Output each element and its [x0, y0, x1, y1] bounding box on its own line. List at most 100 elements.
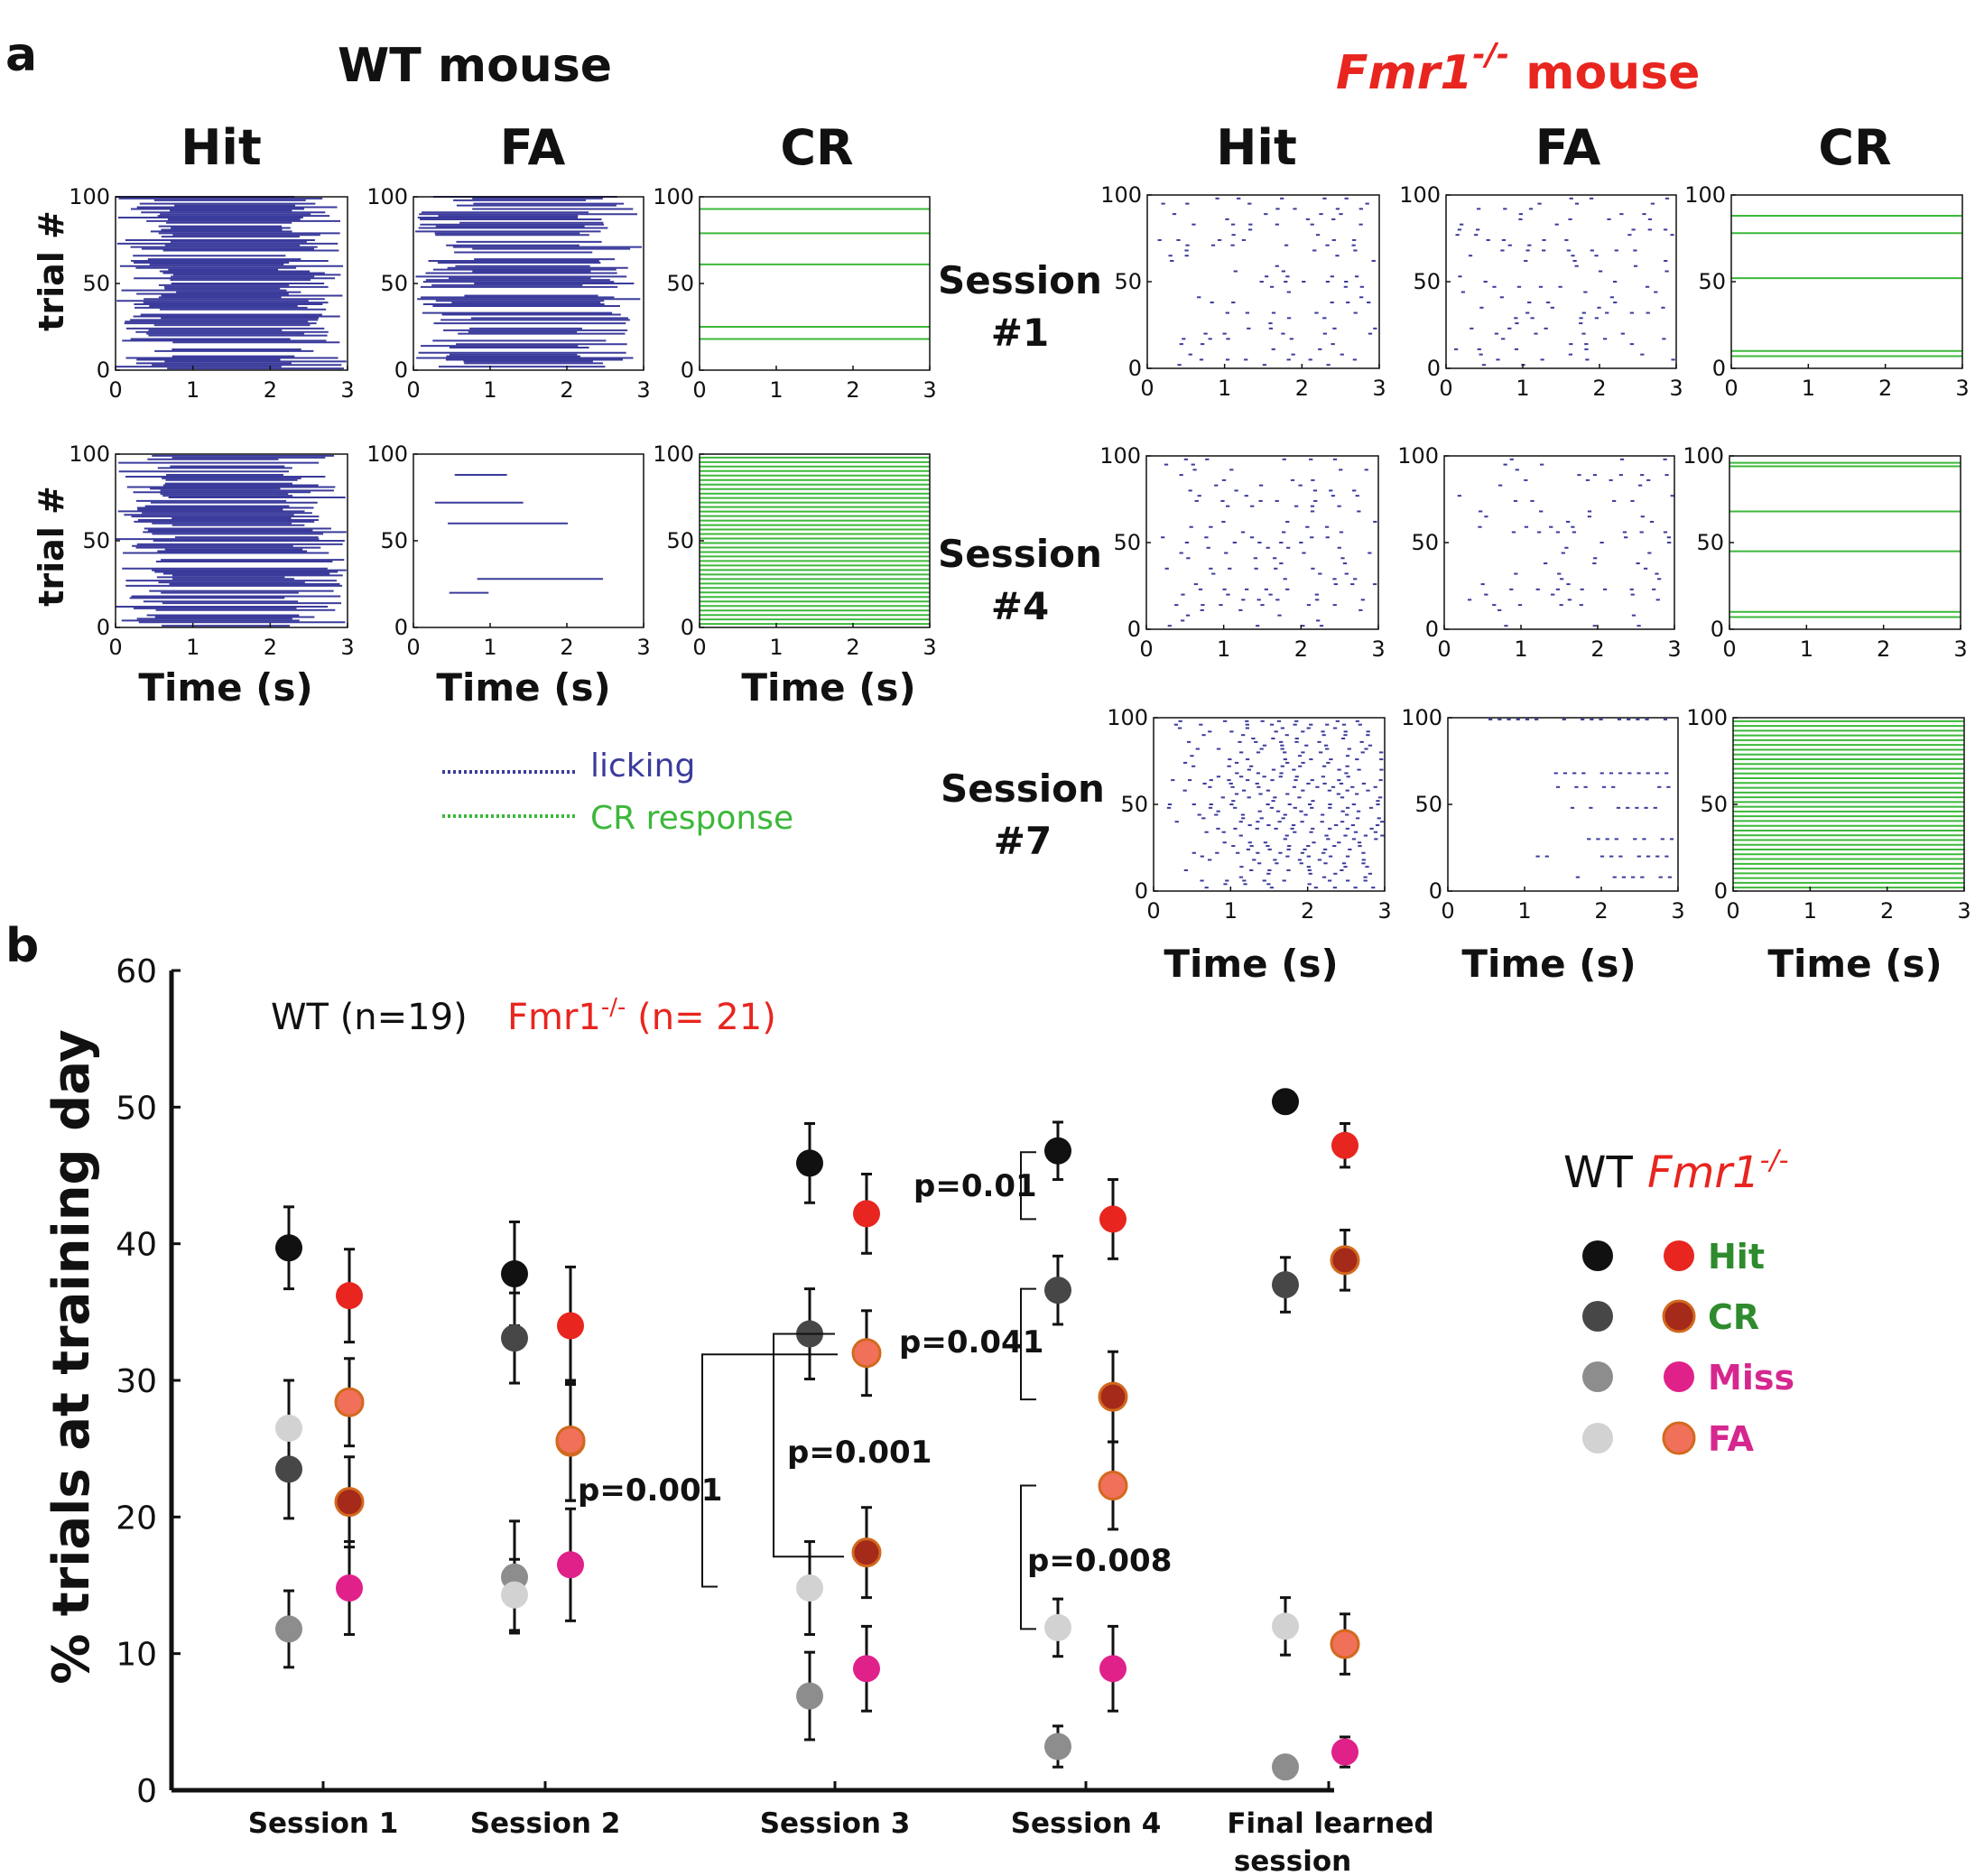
raster-ko-cr-s4: 0 50 100 0 1 2 3: [1683, 443, 1967, 662]
data-point-wt-hit: [1044, 1137, 1071, 1165]
x-tick-label: 3: [1669, 376, 1683, 401]
ko-col-cr: CR: [1818, 119, 1891, 176]
raster-ko-fa-s4: 0 50 100 0 1 2 3: [1397, 443, 1681, 662]
y-tick-label: 50: [1698, 269, 1726, 294]
y-tick-label: 100: [366, 184, 408, 209]
x-tick-label: 0: [1139, 636, 1153, 662]
data-point-wt-hit: [275, 1234, 302, 1262]
x-tick-label: 1: [186, 635, 199, 660]
y-tick-label: 50: [1120, 792, 1148, 817]
raster-ko-hit-s7: 0 50 100 0 1 2 3: [1107, 705, 1391, 924]
legend-dot-wt-miss: [1582, 1361, 1613, 1392]
y-tick-label: 50: [1696, 530, 1724, 555]
x-tick-label: 3: [923, 377, 936, 403]
y-tick-label: 10: [116, 1637, 157, 1674]
group-label-ko: Fmr1-/- (n= 21): [507, 994, 776, 1038]
y-tick-label: 40: [116, 1227, 157, 1264]
y-tick-label: 0: [681, 358, 694, 383]
legend-dot-ko-miss: [1664, 1361, 1694, 1392]
data-point-wt-hit: [501, 1259, 528, 1287]
y-tick-label: 100: [1100, 182, 1142, 208]
data-point-wt-fa: [1044, 1613, 1071, 1641]
raster-frame: [1730, 194, 1963, 369]
data-point-wt-fa: [1272, 1612, 1299, 1640]
y-tick-label: 0: [1135, 878, 1148, 904]
y-tick-label: 100: [1399, 182, 1441, 208]
raster-ko-cr-s7: 0 50 100 0 1 2 3: [1686, 705, 1970, 924]
x-tick-label: 1: [1218, 376, 1231, 401]
group-label-wt: WT (n=19): [271, 997, 468, 1038]
y-tick-label: 100: [1686, 705, 1728, 730]
data-point-ko-cr: [1098, 1381, 1128, 1412]
data-point-ko-fa: [1330, 1629, 1360, 1659]
x-category-label: Session 1: [248, 1807, 399, 1840]
raster-frame: [699, 196, 931, 371]
significance-bracket: [1020, 1484, 1036, 1630]
x-tick-label: 3: [1957, 898, 1970, 924]
y-tick-label: 100: [366, 441, 408, 467]
data-point-ko-hit: [1099, 1205, 1127, 1233]
raster-wt-cr-s4: 0 50 100 0 1 2 3: [653, 441, 936, 660]
data-point-wt-cr: [275, 1455, 302, 1483]
ko-mouse-title: Fmr1-/- mouse: [1336, 37, 1700, 100]
y-tick-label: 100: [1397, 443, 1439, 469]
legend-dot-ko-hit: [1664, 1240, 1694, 1271]
legend-licking-label: licking: [590, 748, 695, 785]
x-tick-label: 3: [636, 635, 650, 660]
y-label-trial-row2: trial #: [32, 486, 71, 607]
legend-dot-wt-cr: [1582, 1301, 1613, 1332]
x-tick-label: 1: [1517, 898, 1531, 924]
scatter-chart: 0 10 20 30 40 50 60 Session 1 Session 2 Session 3…: [116, 953, 1794, 1876]
y-tick-label: 30: [116, 1363, 157, 1400]
x-tick-label: 2: [264, 377, 277, 403]
data-point-wt-miss: [796, 1682, 823, 1710]
x-tick-label: 3: [1953, 636, 1967, 662]
x-tick-label: 0: [1439, 376, 1452, 401]
data-point-wt-hit: [1272, 1088, 1299, 1116]
x-tick-label: 1: [483, 377, 496, 403]
x-tick-label: 3: [340, 635, 354, 660]
legend-dot-wt-fa: [1582, 1423, 1613, 1453]
panel-a-label: a: [5, 28, 37, 82]
x-tick-label: 2: [1880, 898, 1894, 924]
raster-frame: [1443, 455, 1675, 630]
ko-title-sup: -/-: [1473, 37, 1510, 73]
wt-col-fa: FA: [500, 119, 566, 176]
x-tick-label: 2: [1295, 376, 1309, 401]
y-tick-label: 100: [1099, 443, 1141, 469]
x-tick-label: 0: [1140, 376, 1154, 401]
significance-bracket: [1020, 1151, 1036, 1221]
p-value-annotation: p=0.01: [913, 1168, 1037, 1204]
wt-mouse-title: WT mouse: [338, 39, 612, 93]
x-tick-label: 3: [1377, 898, 1391, 924]
data-point-wt-miss: [275, 1615, 302, 1643]
y-tick-label: 0: [394, 358, 408, 383]
y-tick-label: 50: [1414, 792, 1442, 817]
x-tick-label: 0: [692, 635, 706, 660]
raster-frame: [1145, 455, 1379, 630]
data-point-ko-fa: [555, 1426, 586, 1456]
raster-frame: [413, 453, 644, 628]
raster-ko-fa-s7: 0 50 100 0 1 2 3: [1401, 705, 1684, 924]
x-tick-label: 1: [1803, 898, 1817, 924]
session1-line2: #1: [991, 311, 1049, 355]
y-tick-label: 100: [69, 184, 110, 209]
p-value-annotation: p=0.041: [899, 1324, 1043, 1361]
x-tick-label: 2: [264, 635, 277, 660]
data-point-wt-hit: [796, 1149, 823, 1177]
data-point-ko-miss: [336, 1574, 363, 1602]
x-tick-label: 2: [1294, 636, 1308, 662]
y-tick-label: 0: [1714, 878, 1728, 904]
raster-wt-fa-s4: 0 50 100 0 1 2 3: [366, 441, 650, 660]
raster-frame: [1447, 717, 1679, 892]
data-point-ko-hit: [853, 1200, 880, 1228]
legend-label-miss: Miss: [1708, 1358, 1794, 1398]
y-tick-label: 20: [116, 1500, 157, 1537]
x-tick-label: 1: [186, 377, 199, 403]
y-tick-label: 0: [1711, 617, 1724, 642]
y-label-trial-row1: trial #: [32, 210, 71, 331]
raster-frame: [1445, 194, 1677, 369]
y-tick-label: 0: [681, 615, 694, 640]
session4-line2: #4: [991, 584, 1049, 628]
